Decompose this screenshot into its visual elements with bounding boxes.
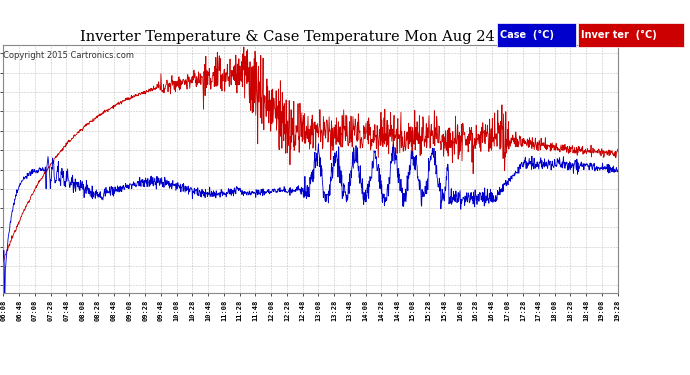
Text: Inver ter  (°C): Inver ter (°C) xyxy=(581,30,657,40)
Text: Case  (°C): Case (°C) xyxy=(500,30,554,40)
Title: Inverter Temperature & Case Temperature Mon Aug 24 19:32: Inverter Temperature & Case Temperature … xyxy=(80,30,541,44)
Text: Copyright 2015 Cartronics.com: Copyright 2015 Cartronics.com xyxy=(3,51,135,60)
